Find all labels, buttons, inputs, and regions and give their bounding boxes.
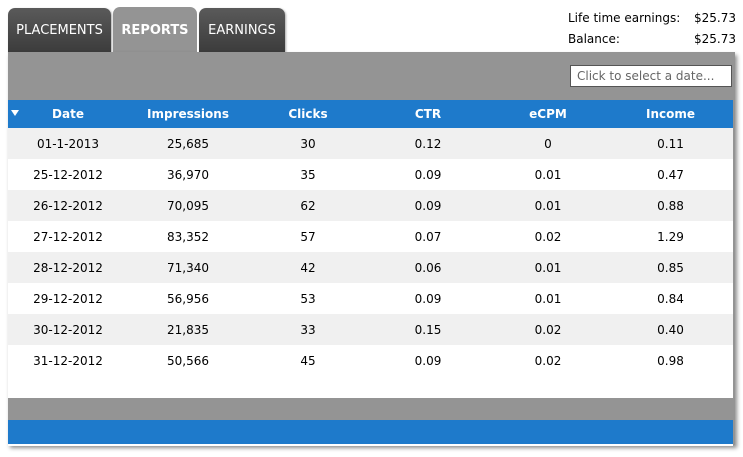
balance-label: Balance: xyxy=(568,32,620,46)
cell-clicks: 62 xyxy=(300,198,316,213)
cell-clicks: 42 xyxy=(300,260,316,275)
tab-reports-label: REPORTS xyxy=(121,22,189,38)
table-row: 01-1-2013 25,685 30 0.12 0 0.11 xyxy=(8,128,733,159)
cell-date: 25-12-2012 xyxy=(33,167,103,182)
cell-ecpm: 0.02 xyxy=(534,322,562,337)
table-row: 27-12-2012 83,352 57 0.07 0.02 1.29 xyxy=(8,221,733,252)
sort-down-triangle-icon[interactable] xyxy=(11,110,19,116)
table-footer-bar xyxy=(8,420,733,446)
cell-ecpm: 0.01 xyxy=(534,198,562,213)
table-row: 25-12-2012 36,970 35 0.09 0.01 0.47 xyxy=(8,159,733,190)
cell-ecpm: 0.01 xyxy=(534,260,562,275)
cell-ctr: 0.12 xyxy=(414,136,442,151)
cell-impressions: 71,340 xyxy=(167,260,209,275)
column-header-impressions-label: Impressions xyxy=(147,107,229,121)
cell-clicks: 57 xyxy=(300,229,316,244)
cell-income: 0.47 xyxy=(657,167,684,182)
tab-earnings[interactable]: EARNINGS xyxy=(199,8,285,52)
cell-ctr: 0.09 xyxy=(414,198,442,213)
cell-clicks: 33 xyxy=(300,322,316,337)
column-header-ecpm[interactable]: eCPM xyxy=(488,100,608,128)
column-header-clicks-label: Clicks xyxy=(288,107,328,121)
balance: Balance: $25.73 xyxy=(568,29,736,50)
table-row: 28-12-2012 71,340 42 0.06 0.01 0.85 xyxy=(8,252,733,283)
cell-income: 0.85 xyxy=(657,260,684,275)
cell-ecpm: 0 xyxy=(544,136,552,151)
cell-ecpm: 0.02 xyxy=(534,353,562,368)
cell-income: 0.84 xyxy=(657,291,684,306)
cell-ecpm: 0.02 xyxy=(534,229,562,244)
reports-table: Date Impressions Clicks CTR eCPM xyxy=(8,100,733,376)
cell-income: 0.40 xyxy=(657,322,684,337)
column-header-income-label: Income xyxy=(645,107,695,121)
lifetime-earnings: Life time earnings: $25.73 xyxy=(568,8,736,29)
cell-clicks: 53 xyxy=(300,291,316,306)
cell-clicks: 35 xyxy=(300,167,316,182)
cell-ctr: 0.09 xyxy=(414,353,442,368)
reports-table-container: Date Impressions Clicks CTR eCPM xyxy=(8,100,733,446)
table-row: 29-12-2012 56,956 53 0.09 0.01 0.84 xyxy=(8,283,733,314)
cell-income: 1.29 xyxy=(657,229,684,244)
lifetime-earnings-value: $25.73 xyxy=(694,11,736,25)
tab-placements[interactable]: PLACEMENTS xyxy=(8,8,111,52)
cell-ecpm: 0.01 xyxy=(534,167,562,182)
cell-date: 31-12-2012 xyxy=(33,353,103,368)
tab-earnings-label: EARNINGS xyxy=(208,22,276,38)
cell-clicks: 30 xyxy=(300,136,316,151)
cell-ctr: 0.09 xyxy=(414,291,442,306)
column-header-impressions[interactable]: Impressions xyxy=(128,100,248,128)
cell-date: 30-12-2012 xyxy=(33,322,103,337)
column-header-ctr-label: CTR xyxy=(414,107,442,121)
column-header-ctr[interactable]: CTR xyxy=(368,100,488,128)
table-row: 26-12-2012 70,095 62 0.09 0.01 0.88 xyxy=(8,190,733,221)
cell-impressions: 56,956 xyxy=(167,291,209,306)
tab-reports[interactable]: REPORTS xyxy=(113,7,197,53)
cell-ecpm: 0.01 xyxy=(534,291,562,306)
cell-income: 0.11 xyxy=(657,136,684,151)
cell-impressions: 36,970 xyxy=(167,167,209,182)
cell-ctr: 0.15 xyxy=(414,322,442,337)
cell-income: 0.88 xyxy=(657,198,684,213)
cell-ctr: 0.07 xyxy=(414,229,442,244)
column-header-date[interactable]: Date xyxy=(8,100,128,128)
cell-clicks: 45 xyxy=(300,353,316,368)
cell-date: 29-12-2012 xyxy=(33,291,103,306)
cell-impressions: 50,566 xyxy=(167,353,209,368)
cell-impressions: 83,352 xyxy=(167,229,209,244)
balance-value: $25.73 xyxy=(694,32,736,46)
lifetime-earnings-label: Life time earnings: xyxy=(568,11,681,25)
cell-ctr: 0.09 xyxy=(414,167,442,182)
cell-date: 01-1-2013 xyxy=(36,136,100,151)
date-picker-input[interactable] xyxy=(570,65,732,87)
cell-date: 26-12-2012 xyxy=(33,198,103,213)
column-header-ecpm-label: eCPM xyxy=(529,107,567,121)
table-header-row: Date Impressions Clicks CTR eCPM xyxy=(8,100,733,128)
cell-impressions: 25,685 xyxy=(167,136,209,151)
column-header-clicks[interactable]: Clicks xyxy=(248,100,368,128)
cell-date: 27-12-2012 xyxy=(33,229,103,244)
table-row: 31-12-2012 50,566 45 0.09 0.02 0.98 xyxy=(8,345,733,376)
cell-ctr: 0.06 xyxy=(414,260,442,275)
tab-placements-label: PLACEMENTS xyxy=(16,22,103,38)
cell-date: 28-12-2012 xyxy=(33,260,103,275)
cell-impressions: 21,835 xyxy=(167,322,209,337)
cell-income: 0.98 xyxy=(657,353,684,368)
table-row: 30-12-2012 21,835 33 0.15 0.02 0.40 xyxy=(8,314,733,345)
column-header-date-label: Date xyxy=(52,107,84,121)
column-header-income[interactable]: Income xyxy=(608,100,733,128)
reports-panel: Date Impressions Clicks CTR eCPM xyxy=(8,52,735,446)
cell-impressions: 70,095 xyxy=(167,198,209,213)
